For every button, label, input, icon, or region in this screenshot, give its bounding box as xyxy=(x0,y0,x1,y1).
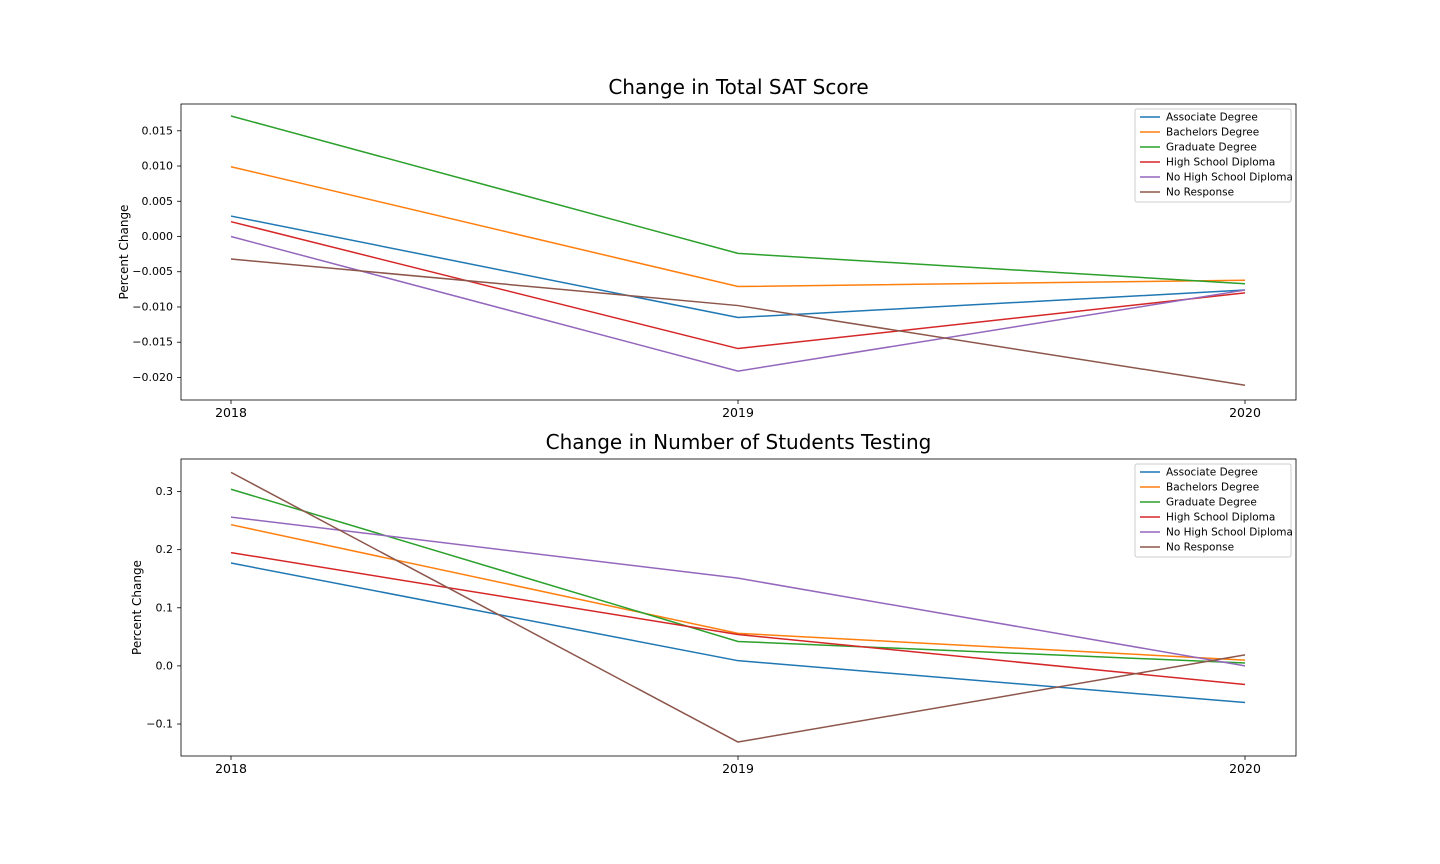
y-axis-label: Percent Change xyxy=(130,560,144,655)
x-tick-label: 2018 xyxy=(215,405,247,420)
series-line xyxy=(230,471,1246,743)
chart-title: Change in Number of Students Testing xyxy=(546,430,932,454)
y-tick-label: −0.015 xyxy=(132,336,173,349)
x-tick-label: 2019 xyxy=(722,405,754,420)
series-line xyxy=(230,551,1246,686)
series-line xyxy=(230,258,1246,386)
series-line xyxy=(230,115,1246,285)
series-line xyxy=(230,488,1246,664)
x-tick-label: 2018 xyxy=(215,761,247,776)
x-tick-label: 2020 xyxy=(1229,405,1261,420)
y-tick-label: 0.000 xyxy=(142,230,174,243)
y-tick-label: −0.1 xyxy=(146,718,173,731)
legend-label: Graduate Degree xyxy=(1166,142,1257,154)
legend: Associate Degree Bachelors Degree Graduate… xyxy=(1134,108,1293,203)
legend-label: Bachelors Degree xyxy=(1166,482,1259,494)
legend: Associate Degree Bachelors Degree Graduate… xyxy=(1134,463,1293,558)
legend-label: High School Diploma xyxy=(1166,512,1275,524)
y-tick-label: 0.005 xyxy=(142,195,174,208)
series-line xyxy=(230,523,1246,661)
legend-label: No Response xyxy=(1166,187,1234,199)
chart-1: Change in Total SAT Score 0.015 0.010 0.005… xyxy=(117,75,1297,420)
y-tick-label: 0.3 xyxy=(156,485,174,498)
legend-label: No High School Diploma xyxy=(1166,172,1293,184)
series-line xyxy=(230,215,1246,319)
y-tick-label: −0.005 xyxy=(132,265,173,278)
series-line xyxy=(230,165,1246,288)
y-tick-label: 0.0 xyxy=(156,659,174,672)
legend-label: No Response xyxy=(1166,542,1234,554)
chart-title: Change in Total SAT Score xyxy=(608,75,868,99)
y-tick-label: 0.015 xyxy=(142,124,174,137)
series-line xyxy=(230,562,1246,704)
x-tick-label: 2019 xyxy=(722,761,754,776)
legend-box xyxy=(1134,463,1292,558)
series-line xyxy=(230,220,1246,350)
chart-2: Change in Number of Students Testing 0.3 0… xyxy=(130,430,1297,776)
y-tick-label: 0.010 xyxy=(142,160,174,173)
series-line xyxy=(230,516,1246,667)
x-tick-label: 2020 xyxy=(1229,761,1261,776)
plot-frame xyxy=(180,103,1297,401)
legend-label: High School Diploma xyxy=(1166,157,1275,169)
legend-label: Bachelors Degree xyxy=(1166,127,1259,139)
legend-label: Associate Degree xyxy=(1166,467,1258,479)
legend-box xyxy=(1134,108,1292,203)
legend-label: No High School Diploma xyxy=(1166,527,1293,539)
series-line xyxy=(230,235,1246,372)
y-tick-label: −0.020 xyxy=(132,371,173,384)
plot-frame xyxy=(180,458,1297,757)
y-axis-label: Percent Change xyxy=(117,205,131,300)
legend-label: Graduate Degree xyxy=(1166,497,1257,509)
legend-label: Associate Degree xyxy=(1166,112,1258,124)
y-tick-label: 0.1 xyxy=(156,601,174,614)
y-tick-label: −0.010 xyxy=(132,300,173,313)
y-tick-label: 0.2 xyxy=(156,543,174,556)
